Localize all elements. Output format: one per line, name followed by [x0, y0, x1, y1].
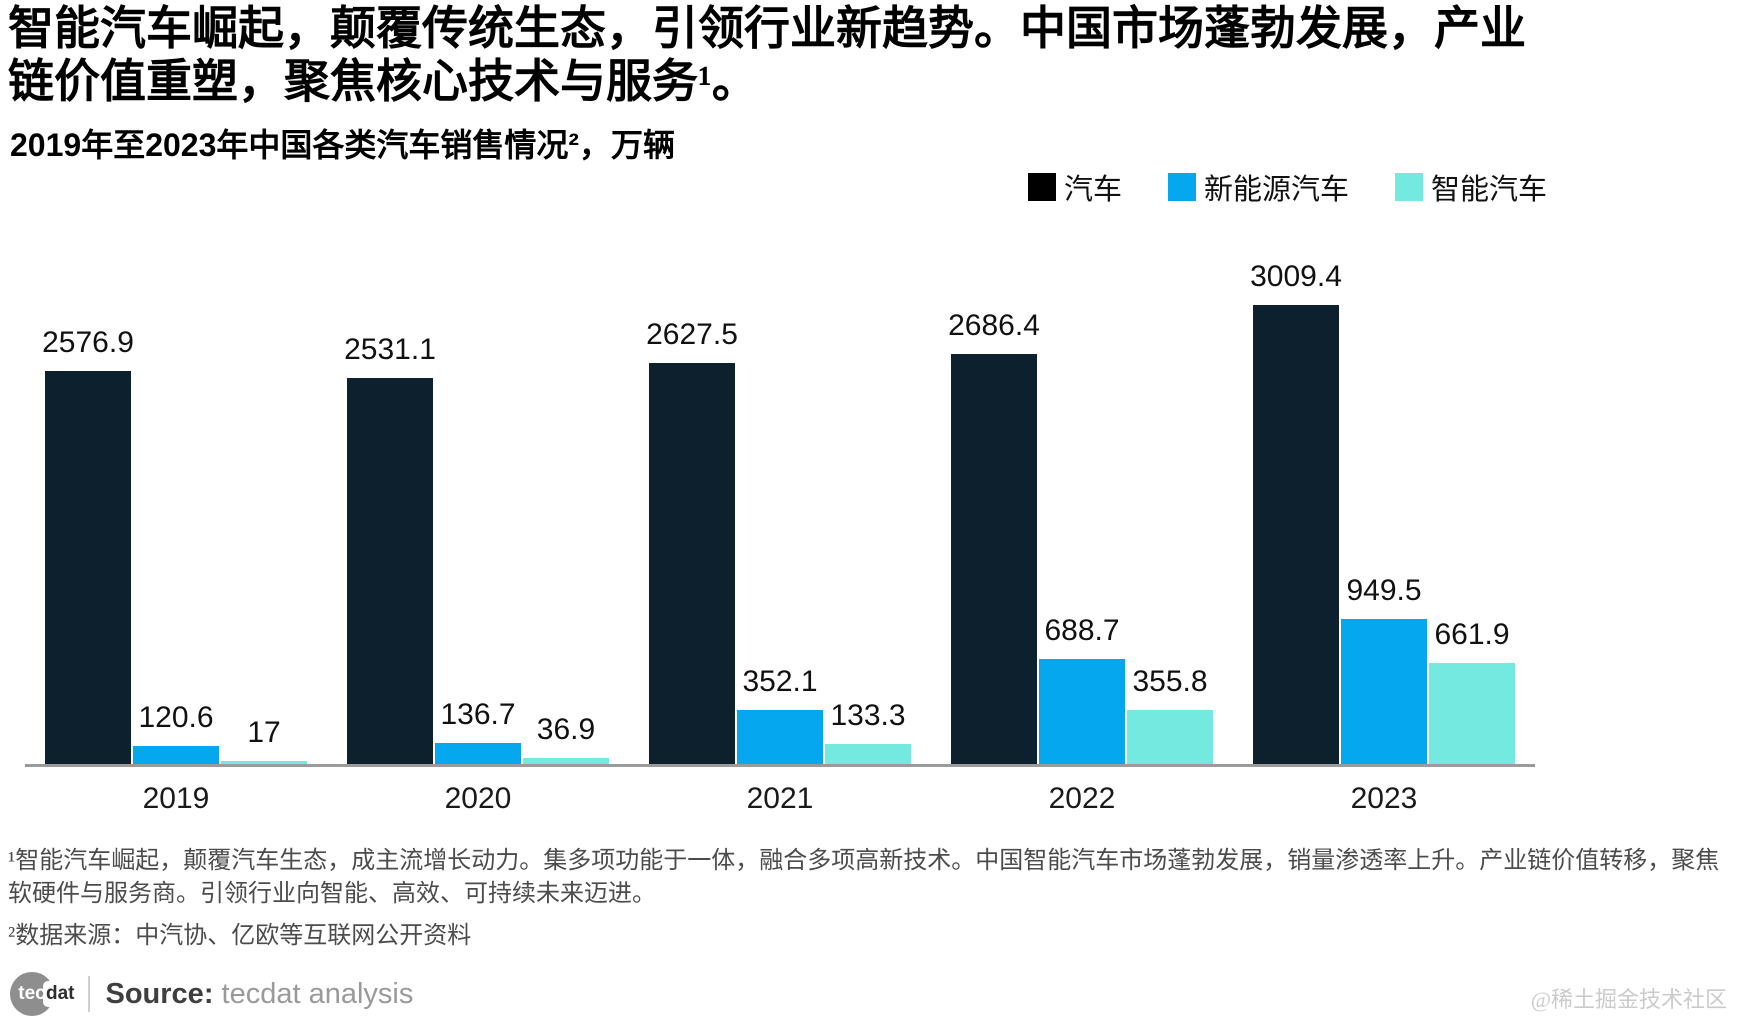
bar-col-2021-s2: 133.3: [825, 699, 911, 764]
footnote-2: ²数据来源：中汽协、亿欧等互联网公开资料: [8, 923, 472, 949]
bar-value-label: 352.1: [742, 665, 818, 699]
bar-value-label: 136.7: [440, 698, 516, 732]
legend-swatch-icon: [1167, 173, 1196, 201]
bar-segment-2021-s0: [649, 363, 735, 764]
footnotes: ¹智能汽车崛起，颠覆汽车生态，成主流增长动力。集多项功能于一体，融合多项高新技术…: [8, 845, 1740, 953]
bar-segment-2023-s0: [1253, 305, 1339, 764]
x-axis-label-2019: 2019: [142, 782, 210, 815]
footer-divider: [87, 976, 90, 1012]
bar-segment-2020-s1: [435, 743, 521, 764]
bar-group-2021: 2627.5 352.1 133.3: [629, 230, 931, 764]
bar-col-2022-s2: 355.8: [1127, 665, 1213, 764]
bar-segment-2021-s2: [825, 743, 911, 764]
chart-subtitle: 2019年至2023年中国各类汽车销售情况²，万辆: [10, 127, 676, 163]
bar-segment-2023-s2: [1429, 663, 1515, 764]
bar-col-2019-s1: 120.6: [133, 701, 219, 764]
bar-value-label: 2686.4: [948, 309, 1040, 343]
legend-swatch-icon: [1027, 173, 1056, 201]
bar-col-2021-s0: 2627.5: [646, 318, 738, 764]
bar-group-2023: 3009.4 949.5 661.9: [1233, 230, 1535, 764]
bar-col-2020-s0: 2531.1: [344, 333, 436, 764]
footnote-1: ¹智能汽车崛起，颠覆汽车生态，成主流增长动力。集多项功能于一体，融合多项高新技术…: [8, 848, 1720, 907]
bar-value-label: 949.5: [1346, 574, 1422, 608]
bar-value-label: 17: [247, 716, 281, 750]
tecdat-logo-dat: dat: [43, 981, 78, 1007]
bar-col-2019-s0: 2576.9: [42, 326, 134, 764]
bar-value-label: 120.6: [138, 700, 214, 734]
bar-col-2023-s0: 3009.4: [1250, 260, 1342, 764]
legend-item-2: 智能汽车: [1394, 166, 1547, 208]
bar-value-label: 661.9: [1434, 618, 1510, 651]
footer: tec dat Source: tecdat analysis: [10, 972, 413, 1016]
bar-value-label: 2531.1: [344, 333, 436, 366]
chart-legend: 汽车 新能源汽车 智能汽车: [1027, 166, 1547, 208]
legend-item-1: 新能源汽车: [1167, 166, 1349, 208]
bar-segment-2022-s2: [1127, 709, 1213, 764]
bar-group-2022: 2686.4 688.7 355.8: [931, 230, 1233, 764]
source-value: tecdat analysis: [221, 977, 414, 1010]
source-label: Source:: [105, 977, 214, 1010]
legend-swatch-icon: [1394, 173, 1423, 201]
bar-value-label: 36.9: [536, 713, 596, 747]
bar-col-2021-s1: 352.1: [737, 665, 823, 764]
bar-group-2019: 2576.9 120.6 17: [25, 230, 327, 764]
bar-value-label: 2627.5: [646, 318, 738, 352]
watermark: @稀土掘金技术社区: [1530, 987, 1727, 1012]
bar-col-2022-s0: 2686.4: [948, 309, 1040, 764]
bar-col-2023-s2: 661.9: [1429, 618, 1515, 764]
tecdat-logo: tec dat: [10, 972, 78, 1016]
legend-label: 汽车: [1063, 174, 1122, 206]
bar-chart: 2576.9 120.6 17 2531.1 136.7 36.9 2627.5 352.1 1…: [25, 230, 1535, 767]
bar-segment-2021-s1: [737, 710, 823, 764]
bar-value-label: 3009.4: [1250, 260, 1342, 293]
page-title: 智能汽车崛起，颠覆传统生态，引领行业新趋势。中国市场蓬勃发展，产业链价值重塑，聚…: [8, 3, 1526, 107]
bar-value-label: 2576.9: [42, 326, 134, 359]
x-axis-labels: 2019 2020 2021 2022 2023: [25, 782, 1535, 816]
bar-segment-2022-s0: [951, 354, 1037, 764]
bar-col-2022-s1: 688.7: [1039, 614, 1125, 764]
x-axis-label-2021: 2021: [746, 782, 814, 815]
bar-col-2019-s2: 17: [221, 716, 307, 764]
bar-segment-2019-s1: [133, 745, 219, 764]
bar-value-label: 133.3: [830, 698, 906, 732]
bar-segment-2020-s2: [523, 758, 609, 764]
x-axis-label-2022: 2022: [1048, 782, 1116, 815]
bar-segment-2020-s0: [347, 378, 433, 764]
bar-group-2020: 2531.1 136.7 36.9: [327, 230, 629, 764]
bar-segment-2023-s1: [1341, 619, 1427, 764]
source-line: Source: tecdat analysis: [106, 978, 414, 1011]
chart-plot-area: 2576.9 120.6 17 2531.1 136.7 36.9 2627.5 352.1 1…: [25, 230, 1535, 764]
x-axis-label-2023: 2023: [1350, 782, 1418, 815]
legend-item-0: 汽车: [1027, 166, 1122, 208]
bar-segment-2019-s2: [221, 761, 307, 764]
bar-col-2023-s1: 949.5: [1341, 574, 1427, 764]
x-axis-label-2020: 2020: [444, 782, 512, 815]
bar-value-label: 355.8: [1132, 664, 1208, 698]
legend-label: 新能源汽车: [1203, 174, 1349, 206]
bar-segment-2019-s0: [45, 371, 131, 764]
bar-col-2020-s2: 36.9: [523, 713, 609, 764]
tecdat-logo-tec: tec: [18, 983, 46, 1004]
bar-segment-2022-s1: [1039, 659, 1125, 764]
bar-col-2020-s1: 136.7: [435, 698, 521, 764]
legend-label: 智能汽车: [1430, 174, 1547, 206]
bar-value-label: 688.7: [1044, 614, 1120, 647]
